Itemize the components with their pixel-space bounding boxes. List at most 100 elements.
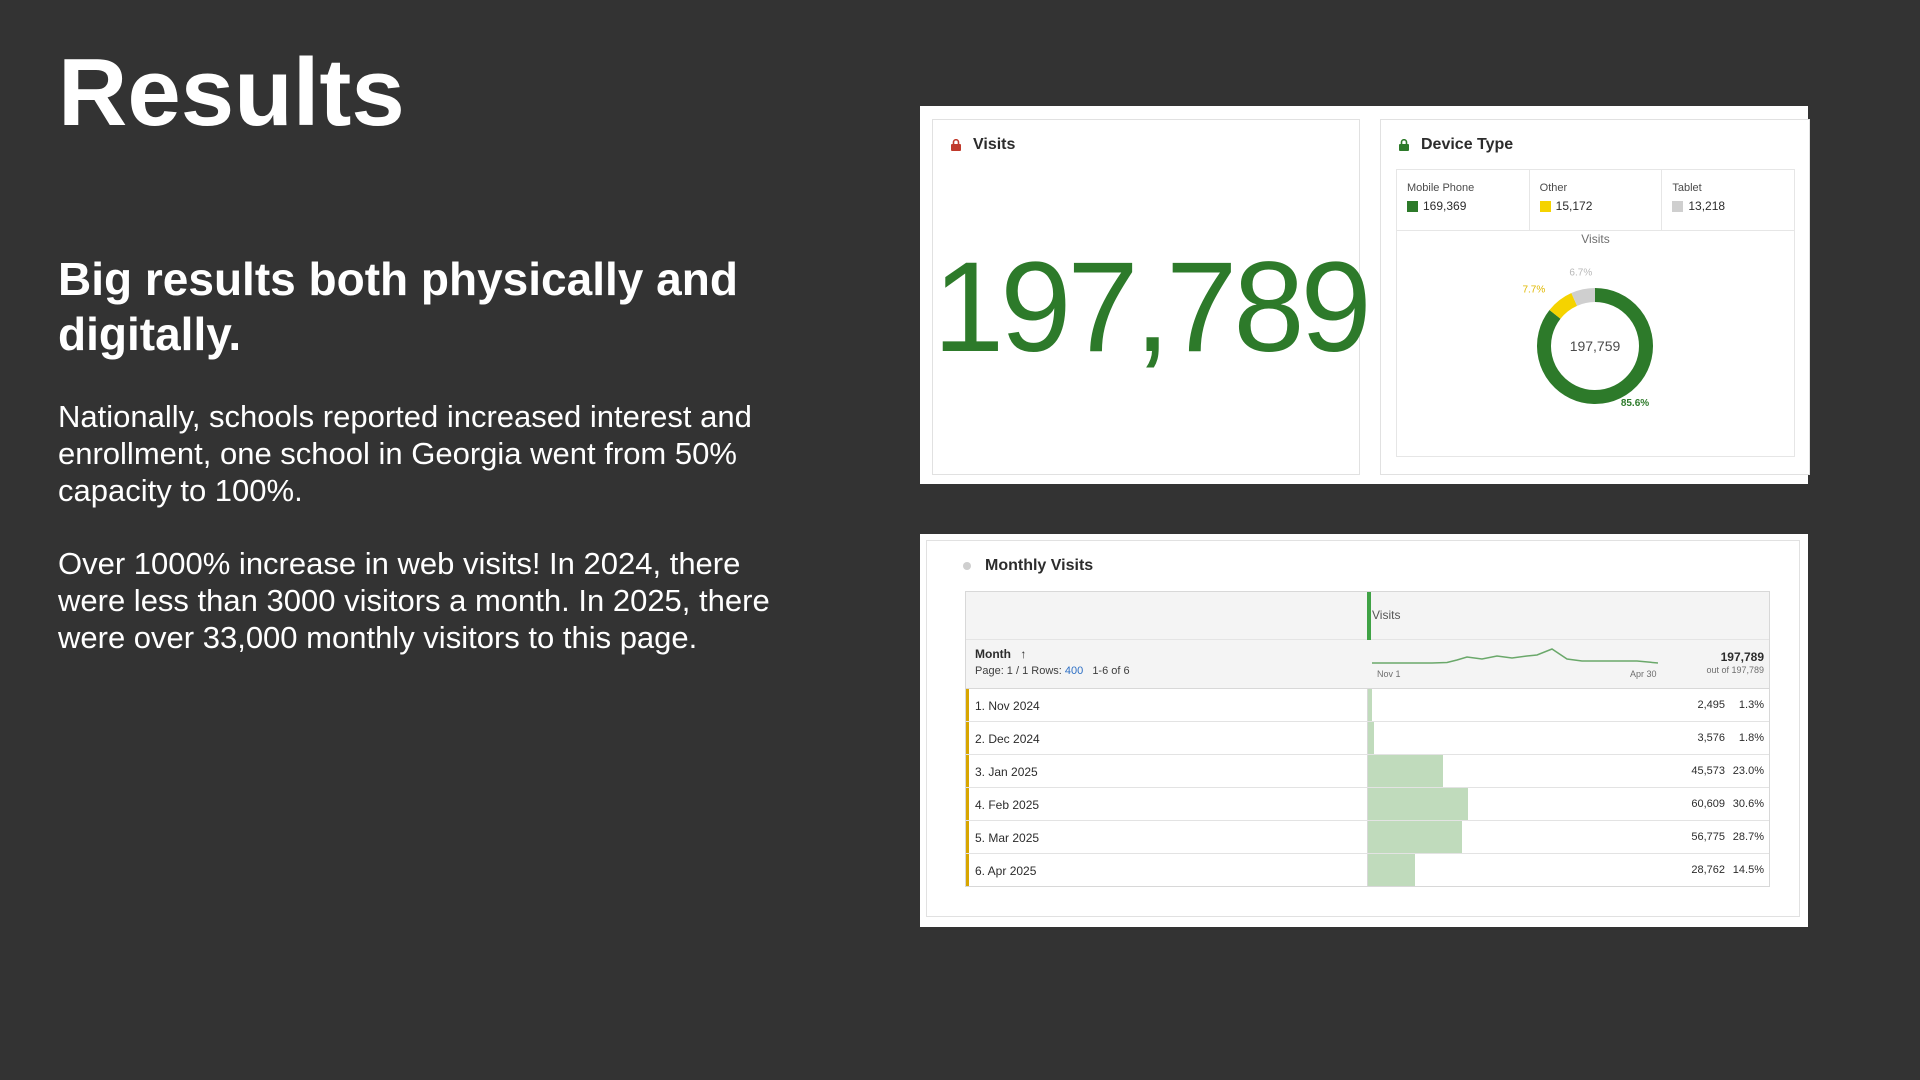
monthly-visits-card: Monthly Visits Visits Month ↑ Page: 1 / … [920, 534, 1808, 927]
sparkline-chart [1372, 648, 1658, 664]
row-accent [966, 689, 969, 721]
donut-slice-other[interactable] [1549, 293, 1578, 319]
donut-center-value: 197,759 [1570, 338, 1621, 354]
slide-title: Results [58, 39, 405, 146]
row-visits-value: 56,775 [1691, 831, 1725, 843]
row-month-label: 4. Feb 2025 [975, 798, 1040, 812]
legend-value: 169,369 [1423, 199, 1467, 213]
visits-bar [1368, 854, 1416, 886]
bar-cell [1367, 689, 1769, 721]
paragraph-web-visits: Over 1000% increase in web visits! In 20… [58, 546, 770, 655]
table-subheader: Month ↑ Page: 1 / 1 Rows: 400 1-6 of 6 N… [966, 640, 1769, 689]
visits-panel-title: Visits [973, 136, 1016, 153]
legend-swatch [1407, 200, 1418, 212]
bar-cell [1367, 755, 1769, 787]
total-visits: 197,789 [1720, 650, 1764, 664]
row-visits-value: 3,576 [1697, 732, 1725, 744]
row-month-label: 6. Apr 2025 [975, 864, 1037, 878]
legend-label: Tablet [1672, 182, 1702, 194]
page-prefix: Page: 1 / 1 Rows: [975, 665, 1062, 677]
donut-chart-area: Visits 85.6% 7.7% 6.7% 197,759 [1396, 230, 1795, 457]
visits-bar [1368, 722, 1374, 754]
donut-caption: Visits [1581, 232, 1610, 246]
table-row[interactable]: 6. Apr 2025 28,762 14.5% [966, 854, 1769, 886]
column-marker [1367, 592, 1371, 640]
visits-bar [1368, 689, 1373, 721]
monthly-visits-header: Monthly Visits [963, 557, 1093, 575]
donut-percent-label: 6.7% [1569, 267, 1592, 278]
monthly-visits-panel: Monthly Visits Visits Month ↑ Page: 1 / … [926, 540, 1800, 917]
legend-swatch [1672, 200, 1684, 212]
legend-value: 13,218 [1688, 199, 1726, 213]
legend-item-other[interactable]: Other 15,172 [1530, 170, 1663, 230]
table-row[interactable]: 5. Mar 2025 56,775 28.7% [966, 821, 1769, 854]
donut-slice-mobile-phone[interactable] [1537, 288, 1653, 404]
slide-subtitle: Big results both physically and digitall… [58, 253, 738, 361]
row-month-label: 5. Mar 2025 [975, 831, 1040, 845]
visits-bar [1368, 755, 1444, 787]
total-visits-value: 197,789 [933, 236, 1372, 379]
table-body: 1. Nov 2024 2,495 1.3% 2. Dec 2024 3,576 1.8%… [966, 689, 1769, 886]
row-visits-value: 60,609 [1691, 798, 1725, 810]
row-visits-percent: 23.0% [1732, 765, 1764, 777]
donut-percent-label: 85.6% [1621, 398, 1649, 409]
row-visits-percent: 1.3% [1738, 699, 1764, 711]
legend-label: Other [1539, 182, 1568, 194]
month-column-header[interactable]: Month ↑ [975, 647, 1026, 661]
pagination-info: Page: 1 / 1 Rows: 400 1-6 of 6 [975, 665, 1130, 677]
bar-cell [1367, 854, 1769, 886]
paragraph-enrollment: Nationally, schools reported increased i… [58, 399, 752, 508]
legend-label: Mobile Phone [1407, 182, 1475, 194]
monthly-visits-table: Visits Month ↑ Page: 1 / 1 Rows: 400 1-6… [965, 591, 1770, 887]
row-visits-percent: 1.8% [1738, 732, 1764, 744]
total-visits-sub: out of 197,789 [1706, 665, 1764, 675]
bar-cell [1367, 788, 1769, 820]
table-column-header: Visits [966, 592, 1769, 640]
row-visits-value: 45,573 [1691, 765, 1725, 777]
visits-bar [1368, 788, 1468, 820]
row-month-label: 1. Nov 2024 [975, 699, 1040, 713]
table-row[interactable]: 2. Dec 2024 3,576 1.8% [966, 722, 1769, 755]
row-accent [966, 821, 969, 853]
device-legend: Mobile Phone 169,369 Other 15,172 Tablet… [1396, 169, 1795, 231]
legend-item-tablet[interactable]: Tablet 13,218 [1662, 170, 1794, 230]
visits-panel-header: Visits [951, 136, 1015, 154]
row-visits-percent: 14.5% [1732, 864, 1764, 876]
row-visits-value: 2,495 [1697, 699, 1725, 711]
donut-slice-tablet[interactable] [1571, 288, 1596, 306]
legend-item-mobile[interactable]: Mobile Phone 169,369 [1397, 170, 1530, 230]
row-visits-percent: 28.7% [1732, 831, 1764, 843]
device-donut-chart: 85.6% 7.7% 6.7% 197,759 [1522, 267, 1653, 409]
lock-icon [1399, 139, 1409, 151]
bar-cell [1367, 821, 1769, 853]
analytics-summary-card: Visits 197,789 Device Type Mobile Phone … [920, 106, 1810, 484]
table-row[interactable]: 3. Jan 2025 45,573 23.0% [966, 755, 1769, 788]
device-panel-header: Device Type [1399, 136, 1513, 154]
row-accent [966, 722, 969, 754]
table-row[interactable]: 1. Nov 2024 2,495 1.3% [966, 689, 1769, 722]
legend-value: 15,172 [1555, 199, 1593, 213]
donut-percent-label: 7.7% [1522, 284, 1545, 295]
row-accent [966, 788, 969, 820]
sparkline-start-label: Nov 1 [1377, 669, 1401, 679]
row-month-label: 3. Jan 2025 [975, 765, 1038, 779]
arrow-up-icon[interactable]: ↑ [1020, 647, 1027, 661]
sparkline-end-label: Apr 30 [1630, 669, 1657, 679]
row-accent [966, 755, 969, 787]
visits-bar [1368, 821, 1462, 853]
bar-cell [1367, 722, 1769, 754]
visits-panel: Visits 197,789 [932, 119, 1372, 475]
legend-swatch [1539, 200, 1551, 212]
table-row[interactable]: 4. Feb 2025 60,609 30.6% [966, 788, 1769, 821]
lock-icon [951, 139, 961, 151]
month-header-label: Month [975, 647, 1011, 661]
row-visits-percent: 30.6% [1732, 798, 1764, 810]
status-dot-icon [963, 562, 971, 570]
visits-column-label[interactable]: Visits [1372, 608, 1401, 622]
rows-per-page-link[interactable]: 400 [1064, 665, 1084, 677]
device-type-panel: Device Type Mobile Phone 169,369 Other 1… [1380, 119, 1810, 475]
sparkline-line [1372, 648, 1658, 664]
row-month-label: 2. Dec 2024 [975, 732, 1040, 746]
device-panel-title: Device Type [1421, 136, 1514, 153]
row-visits-value: 28,762 [1691, 864, 1725, 876]
